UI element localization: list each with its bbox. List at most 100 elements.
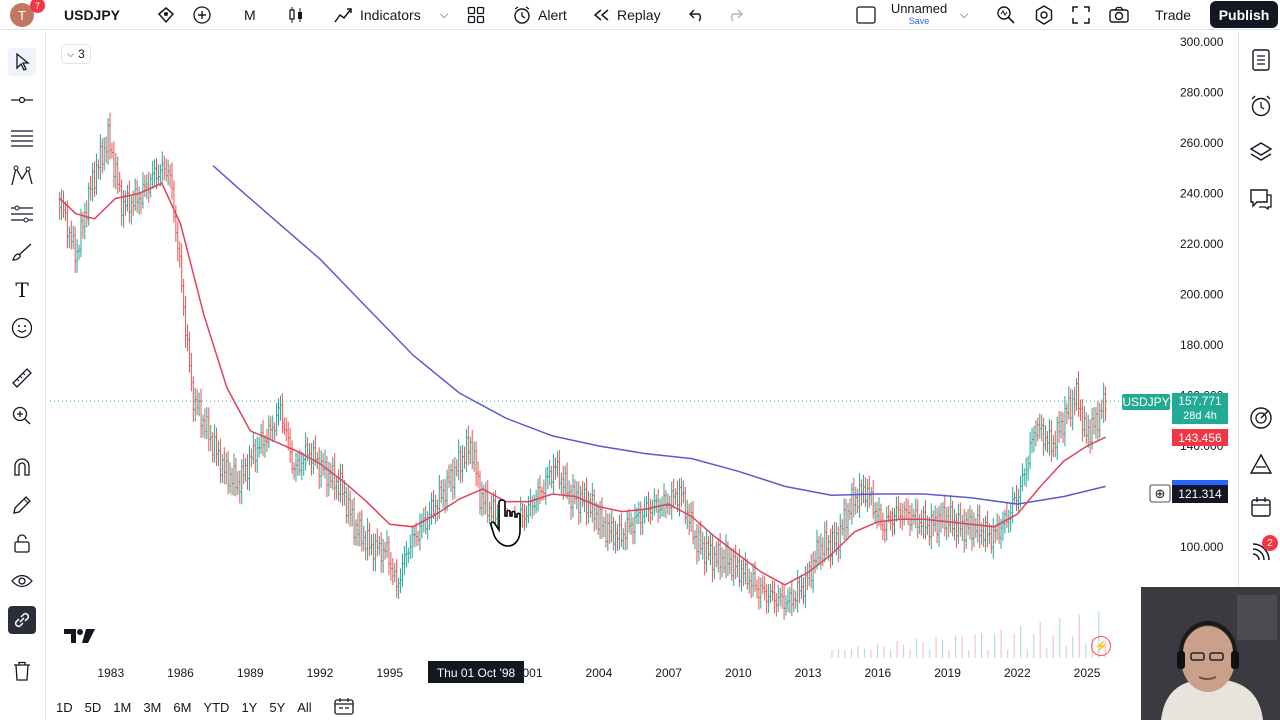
range-6m[interactable]: 6M: [173, 699, 192, 715]
replay-button[interactable]: Replay: [593, 0, 661, 30]
candle: [912, 508, 915, 526]
widget-sidebar: [1238, 31, 1280, 591]
watchlist-diamond-icon[interactable]: [157, 0, 175, 30]
candle: [732, 547, 735, 587]
candle: [277, 398, 280, 426]
legend-collapse-toggle[interactable]: ⌵ 3: [61, 44, 91, 64]
alerts-clock-icon[interactable]: [1247, 92, 1275, 120]
candle: [938, 505, 941, 547]
lock-icon[interactable]: [8, 529, 36, 557]
publish-button[interactable]: Publish: [1210, 1, 1278, 28]
candle: [455, 459, 458, 477]
settings-gear-icon[interactable]: [1034, 0, 1054, 30]
prediction-tool-icon[interactable]: [8, 200, 36, 228]
candle: [562, 466, 565, 500]
undo-icon[interactable]: [689, 0, 705, 30]
target-hotlist-icon[interactable]: [1247, 404, 1275, 432]
candle: [279, 395, 282, 421]
candle: [413, 524, 416, 548]
link-chain-icon[interactable]: [8, 606, 36, 634]
text-tool-icon[interactable]: T: [15, 278, 29, 302]
volume-bar: [922, 642, 924, 658]
range-all[interactable]: All: [297, 699, 312, 715]
interval-selector[interactable]: M: [244, 7, 256, 23]
trash-delete-icon[interactable]: [8, 657, 36, 685]
candle: [351, 499, 354, 527]
range-5y[interactable]: 5Y: [269, 699, 286, 715]
candle: [936, 507, 939, 544]
candle: [744, 552, 747, 585]
cursor-arrow-icon[interactable]: [8, 48, 36, 76]
notification-badge: 7: [30, 0, 45, 13]
candle: [717, 538, 720, 573]
range-5d[interactable]: 5D: [84, 699, 102, 715]
zoom-in-icon[interactable]: [8, 402, 36, 430]
candle: [564, 465, 567, 498]
layouts-grid-icon[interactable]: [467, 0, 485, 30]
emoji-smiley-icon[interactable]: [8, 314, 36, 342]
range-1y[interactable]: 1Y: [241, 699, 258, 715]
indicators-icon: [334, 8, 352, 23]
candle: [294, 452, 297, 482]
range-ytd[interactable]: YTD: [203, 699, 230, 715]
candle: [428, 501, 431, 531]
chat-bubbles-icon[interactable]: [1247, 185, 1275, 213]
range-1m[interactable]: 1M: [113, 699, 132, 715]
lightning-icon[interactable]: ⚡: [1091, 636, 1111, 656]
layout-name[interactable]: Unnamed Save: [889, 2, 949, 28]
candle: [757, 576, 760, 610]
pattern-tool-icon[interactable]: [8, 162, 36, 190]
candle: [848, 498, 851, 520]
x-axis-tick-label: 1989: [237, 666, 264, 680]
candle: [283, 417, 286, 435]
x-axis-tick-label: 2019: [934, 666, 961, 680]
brush-icon[interactable]: [8, 238, 36, 266]
range-3m[interactable]: 3M: [143, 699, 162, 715]
volume-bar: [1026, 648, 1028, 658]
camera-snapshot-icon[interactable]: [1109, 0, 1129, 30]
fullscreen-icon[interactable]: [1072, 0, 1090, 30]
layout-chevron-down-icon[interactable]: ⌵: [960, 8, 969, 21]
range-1d[interactable]: 1D: [56, 699, 73, 715]
candle: [461, 444, 464, 483]
trade-button[interactable]: Trade: [1155, 7, 1192, 23]
magnet-icon[interactable]: [8, 453, 36, 481]
calendar-icon[interactable]: [1247, 493, 1275, 521]
trend-line-icon[interactable]: [8, 86, 36, 114]
fib-retracement-icon[interactable]: [8, 124, 36, 152]
candle: [610, 510, 613, 543]
ma-long-bg: [1172, 484, 1228, 503]
candle: [951, 500, 954, 537]
ideas-triangle-icon[interactable]: [1247, 450, 1275, 478]
candle: [385, 530, 388, 558]
candle: [85, 200, 88, 228]
candle: [1058, 410, 1061, 444]
indicators-button[interactable]: Indicators: [334, 0, 421, 30]
candle: [368, 522, 371, 556]
layers-icon[interactable]: [1247, 138, 1275, 166]
date-range-calendar-icon[interactable]: [334, 697, 354, 718]
ruler-measure-icon[interactable]: [8, 364, 36, 392]
add-symbol-plus-icon[interactable]: [193, 0, 211, 30]
candles-chart-type-icon[interactable]: [288, 0, 304, 30]
candle: [651, 499, 654, 521]
candle: [300, 451, 303, 481]
quick-search-icon[interactable]: [996, 0, 1016, 30]
candle: [420, 513, 423, 539]
candle: [339, 463, 342, 503]
symbol-search[interactable]: USDJPY: [64, 7, 121, 23]
chevron-down-icon[interactable]: ⌵: [440, 8, 449, 21]
y-axis-tick-label: 200.000: [1180, 288, 1224, 302]
candle: [953, 509, 956, 541]
redo-icon[interactable]: [727, 0, 743, 30]
eye-visibility-icon[interactable]: [8, 567, 36, 595]
volume-bar: [948, 649, 950, 658]
pencil-lock-drawings-icon[interactable]: [8, 491, 36, 519]
candle: [748, 568, 751, 594]
layout-checkbox-icon[interactable]: [856, 0, 876, 30]
price-chart[interactable]: 300.000 280.000 260.000 240.000 220.000 200.0…: [50, 31, 1238, 694]
candle: [116, 156, 119, 195]
alert-button[interactable]: Alert: [512, 0, 567, 30]
candle: [994, 524, 997, 544]
watchlist-icon[interactable]: [1247, 46, 1275, 74]
